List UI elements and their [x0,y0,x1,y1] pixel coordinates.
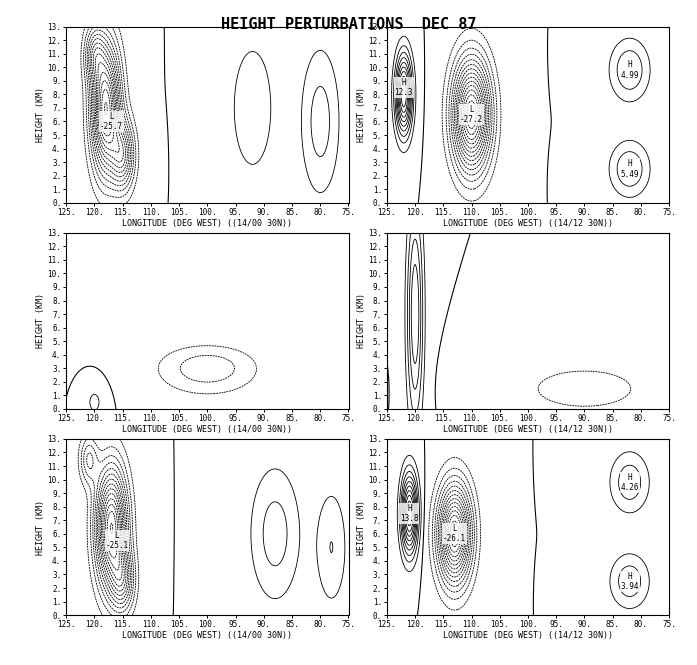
Y-axis label: HEIGHT (KM): HEIGHT (KM) [357,293,366,348]
Text: H
5.49: H 5.49 [620,159,639,179]
X-axis label: LONGITUDE (DEG WEST) ((14/00 30N)): LONGITUDE (DEG WEST) ((14/00 30N)) [123,219,292,228]
Text: L
-25.1: L -25.1 [105,531,128,550]
Y-axis label: HEIGHT (KM): HEIGHT (KM) [357,499,366,555]
Text: H
4.26: H 4.26 [620,473,639,492]
X-axis label: LONGITUDE (DEG WEST) ((14/00 30N)): LONGITUDE (DEG WEST) ((14/00 30N)) [123,425,292,434]
Text: L
-25.7: L -25.7 [100,112,123,131]
Y-axis label: HEIGHT (KM): HEIGHT (KM) [357,87,366,142]
X-axis label: LONGITUDE (DEG WEST) ((14/12 30N)): LONGITUDE (DEG WEST) ((14/12 30N)) [443,219,613,228]
Text: HEIGHT PERTURBATIONS  DEC 87: HEIGHT PERTURBATIONS DEC 87 [221,17,476,32]
Y-axis label: HEIGHT (KM): HEIGHT (KM) [36,499,45,555]
Y-axis label: HEIGHT (KM): HEIGHT (KM) [36,87,45,142]
Y-axis label: HEIGHT (KM): HEIGHT (KM) [36,293,45,348]
X-axis label: LONGITUDE (DEG WEST) ((14/00 30N)): LONGITUDE (DEG WEST) ((14/00 30N)) [123,631,292,640]
Text: H
12.3: H 12.3 [395,78,413,97]
X-axis label: LONGITUDE (DEG WEST) ((14/12 30N)): LONGITUDE (DEG WEST) ((14/12 30N)) [443,425,613,434]
Text: L
-26.1: L -26.1 [443,524,466,543]
Text: H
3.94: H 3.94 [620,571,639,591]
Text: H
4.99: H 4.99 [620,61,639,80]
Text: H
13.8: H 13.8 [400,504,419,523]
Text: L
-27.2: L -27.2 [460,105,483,124]
X-axis label: LONGITUDE (DEG WEST) ((14/12 30N)): LONGITUDE (DEG WEST) ((14/12 30N)) [443,631,613,640]
